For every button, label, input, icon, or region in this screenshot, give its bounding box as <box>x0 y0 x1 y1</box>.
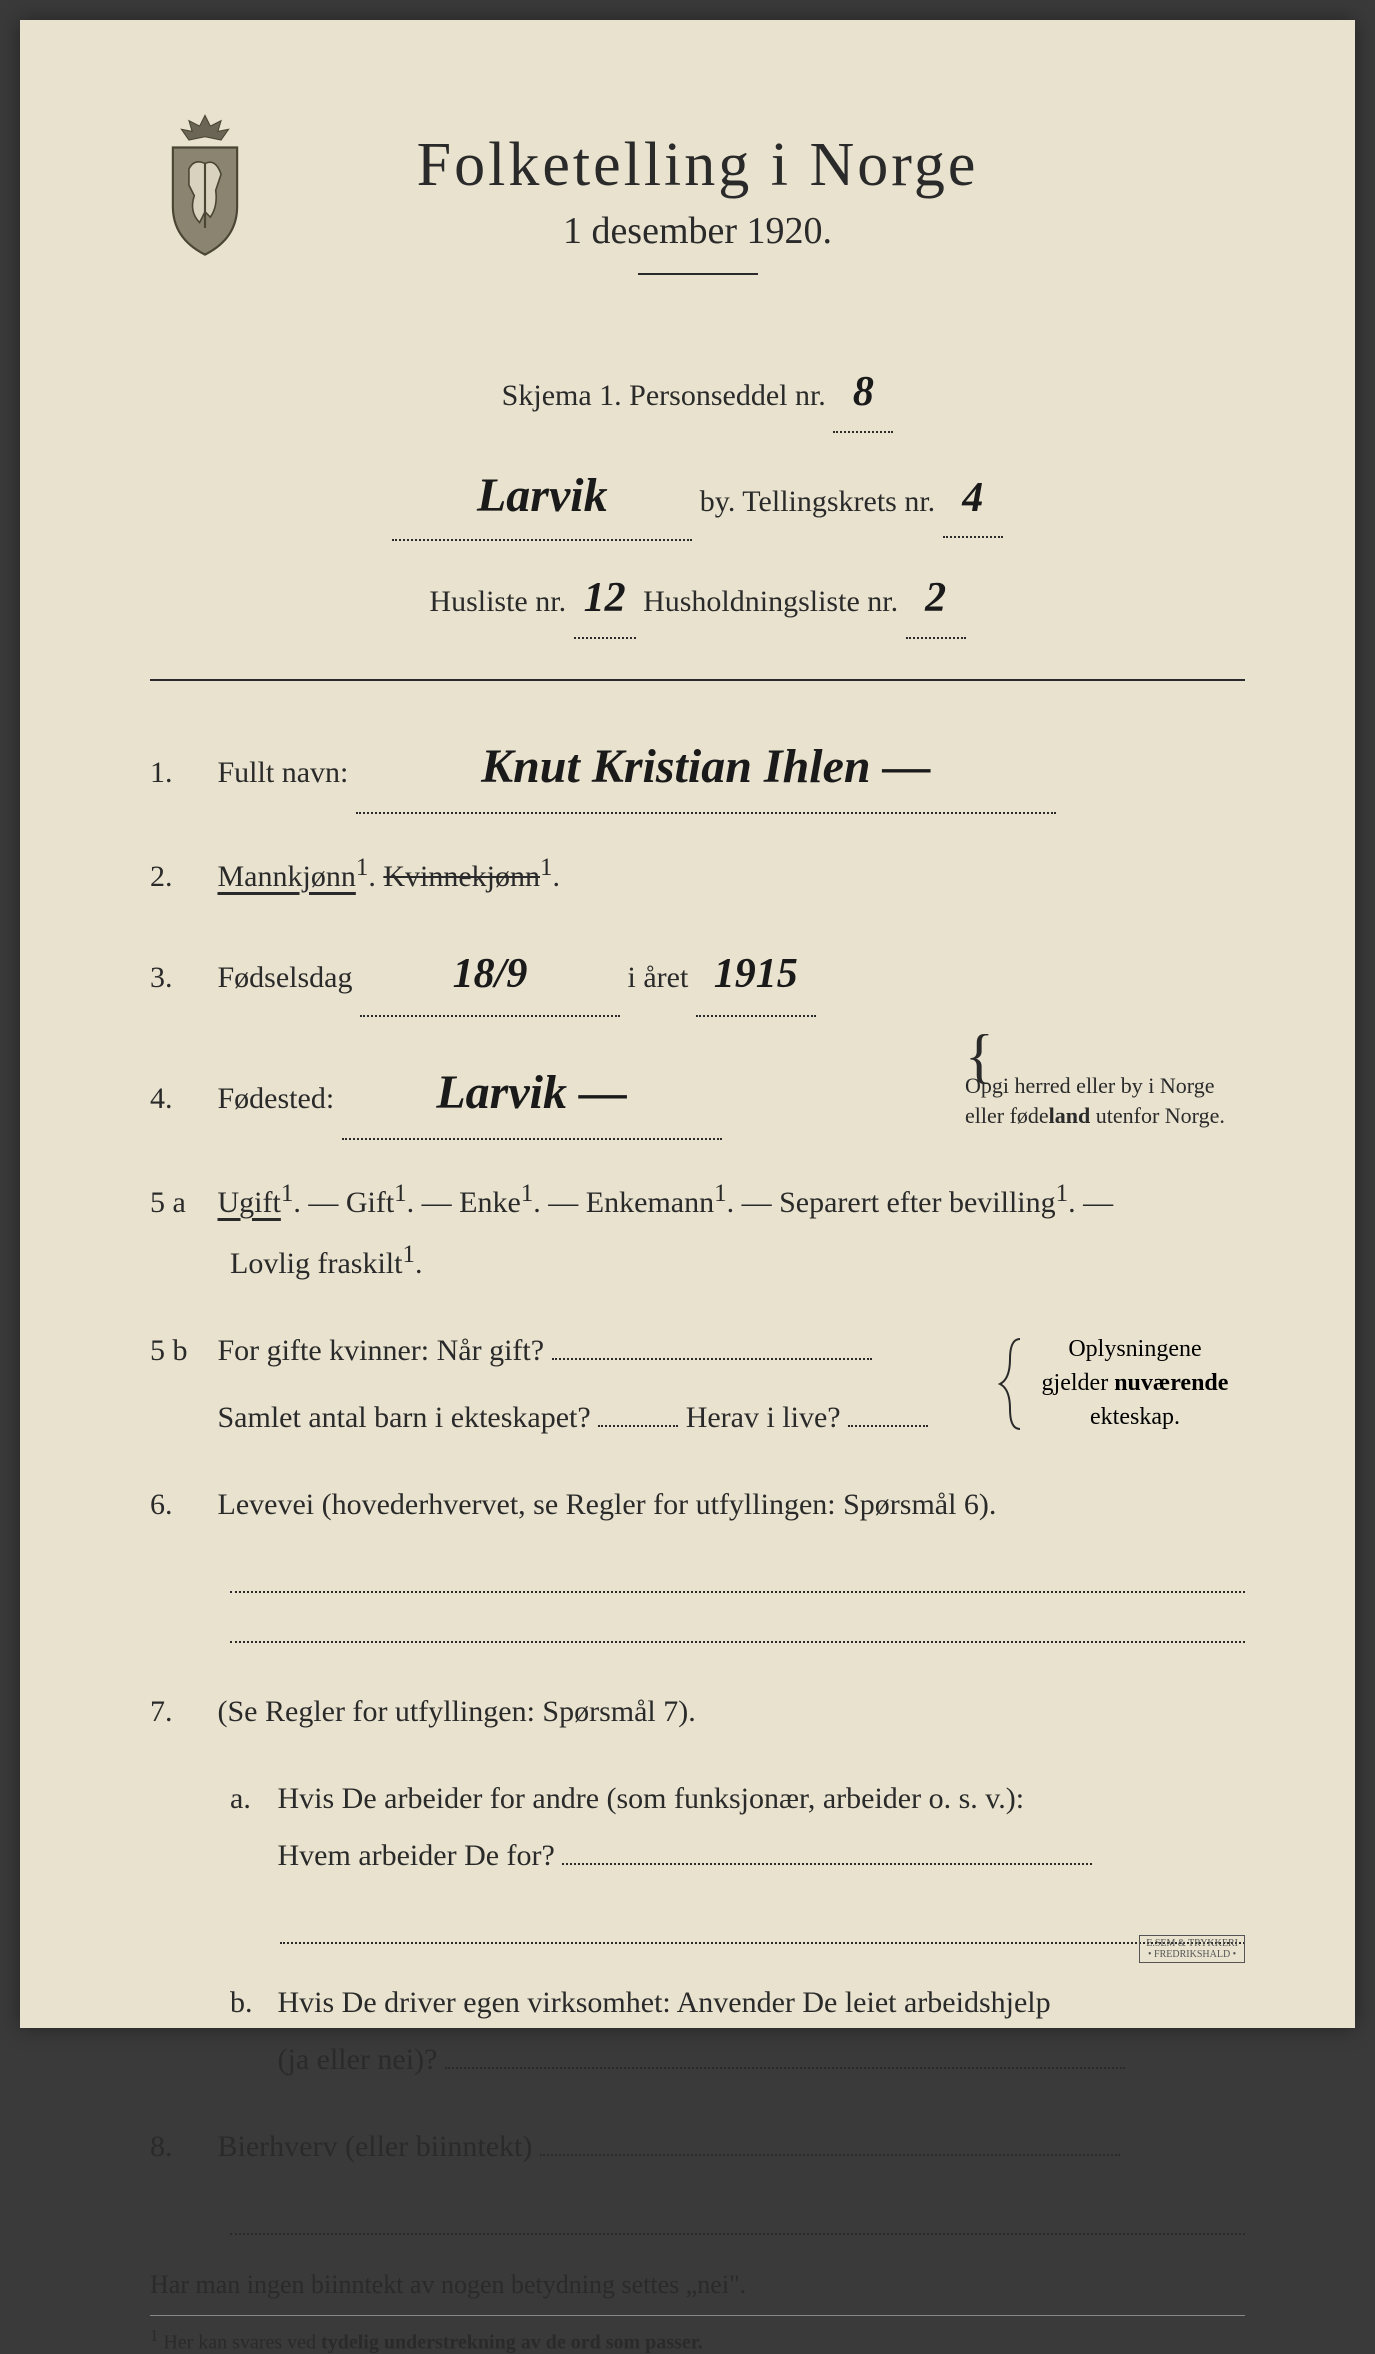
meta-line-3: Husliste nr. 12 Husholdningsliste nr. 2 <box>150 561 1245 639</box>
title-block: Folketelling i Norge 1 desember 1920. <box>300 130 1245 305</box>
birth-day: 18/9 <box>360 935 620 1017</box>
husliste-nr: 12 <box>574 561 636 639</box>
q3-birthdate: 3. Fødselsdag 18/9 i året 1915 <box>150 935 1245 1017</box>
gender-male-selected: Mannkjønn <box>218 860 356 893</box>
q5a-marital: 5 a Ugift1. — Gift1. — Enke1. — Enkemann… <box>150 1170 1245 1292</box>
birth-year: 1915 <box>696 935 816 1017</box>
q2-gender: 2. Mannkjønn1. Kvinnekjønn1. <box>150 844 1245 905</box>
meta-block: Skjema 1. Personseddel nr. 8 Larvik by. … <box>150 355 1245 639</box>
gender-female-struck: Kvinnekjønn <box>383 860 540 893</box>
q6-livelihood: 6. Levevei (hovederhvervet, se Regler fo… <box>150 1476 1245 1533</box>
birthplace-value: Larvik — <box>342 1047 722 1140</box>
married-when <box>552 1358 872 1360</box>
children-alive <box>848 1425 928 1427</box>
title-divider <box>638 273 758 275</box>
q5b-note: Oplysningene gjelder nuværende ekteskap. <box>1025 1333 1245 1434</box>
by-value: Larvik <box>392 453 692 541</box>
fullname-value: Knut Kristian Ihlen — <box>356 721 1056 814</box>
q4-birthplace: 4. Fødested: Larvik — { Opgi herred elle… <box>150 1047 1245 1140</box>
main-divider <box>150 679 1245 681</box>
q8-blank <box>230 2205 1245 2235</box>
q6-blank-2 <box>230 1613 1245 1643</box>
census-form-page: Folketelling i Norge 1 desember 1920. Sk… <box>20 20 1355 2028</box>
husholdning-nr: 2 <box>906 561 966 639</box>
printer-stamp: E.SEM & TRYKKERI • FREDRIKSHALD • <box>1139 1935 1245 1963</box>
header: Folketelling i Norge 1 desember 1920. <box>150 130 1245 305</box>
meta-line-2: Larvik by. Tellingskrets nr. 4 <box>150 453 1245 541</box>
main-title: Folketelling i Norge <box>300 130 1095 201</box>
children-total <box>598 1425 678 1427</box>
q7b: b. Hvis De driver egen virksomhet: Anven… <box>150 1974 1245 2088</box>
q1-fullname: 1. Fullt navn: Knut Kristian Ihlen — <box>150 721 1245 814</box>
subtitle: 1 desember 1920. <box>300 209 1095 253</box>
q8-value <box>540 2154 1120 2156</box>
q4-note: { Opgi herred eller by i Norge eller fød… <box>965 1039 1245 1133</box>
q7b-hired-help <box>445 2067 1125 2069</box>
meta-line-1: Skjema 1. Personseddel nr. 8 <box>150 355 1245 433</box>
q8-side-occupation: 8. Bierhverv (eller biinntekt) <box>150 2118 1245 2175</box>
q7a: a. Hvis De arbeider for andre (som funks… <box>150 1770 1245 1884</box>
brace-icon <box>995 1334 1025 1434</box>
q6-blank-1 <box>230 1563 1245 1593</box>
footer-note: 1 Her kan svares ved tydelig understrekn… <box>150 2315 1245 2354</box>
personseddel-nr: 8 <box>833 355 893 433</box>
footnote: Har man ingen biinntekt av nogen betydni… <box>150 2255 1245 2300</box>
q7a-blank <box>280 1914 1245 1944</box>
coat-of-arms-icon <box>150 110 260 260</box>
q7: 7. (Se Regler for utfyllingen: Spørsmål … <box>150 1683 1245 1740</box>
q7a-employer <box>562 1863 1092 1865</box>
q5b-married-women: 5 b For gifte kvinner: Når gift? Samlet … <box>150 1322 1245 1446</box>
marital-ugift-selected: Ugift <box>218 1186 281 1219</box>
tellingskrets-nr: 4 <box>943 461 1003 539</box>
